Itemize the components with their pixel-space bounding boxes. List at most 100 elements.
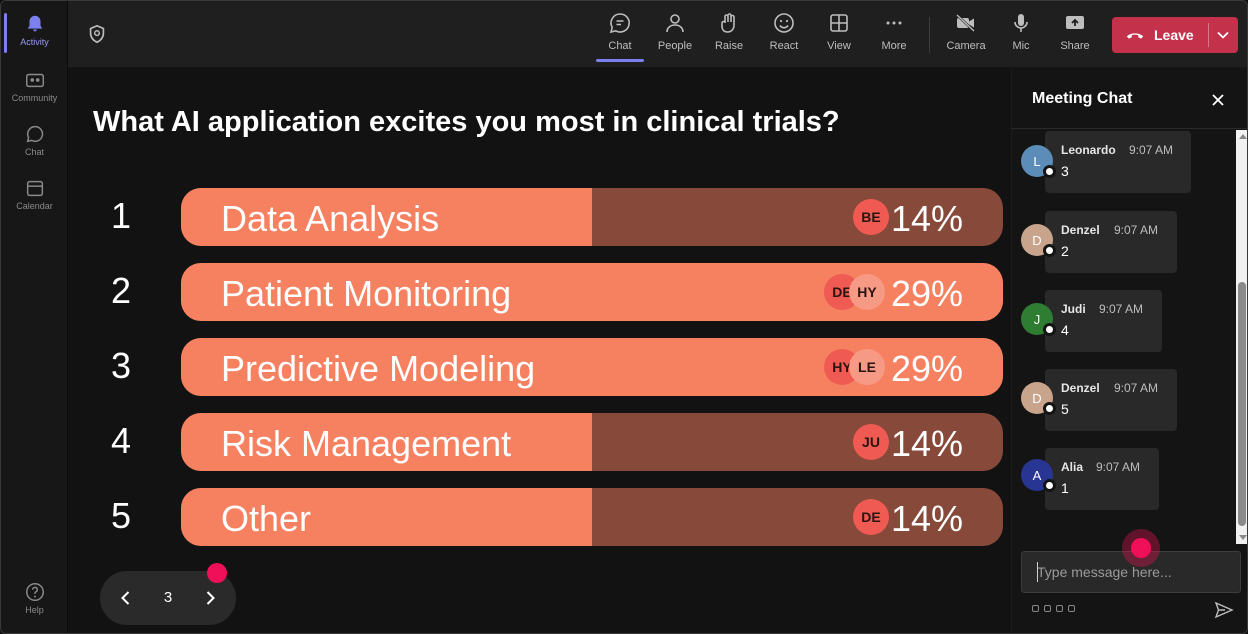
poll-option[interactable]: Data Analysis BE 14% (181, 188, 1003, 246)
react-button-label: React (769, 40, 799, 52)
avatar[interactable]: D (1021, 224, 1056, 257)
chevron-down-icon[interactable] (1213, 25, 1233, 45)
meeting-toolbar: Chat People Raise React View More Camera (68, 1, 1247, 68)
community-icon (25, 73, 44, 88)
chat-message: Alia 9:07 AM 1 (1045, 448, 1159, 510)
presence-status (1043, 402, 1056, 415)
chat-panel-title: Meeting Chat (1032, 90, 1133, 107)
share-button[interactable]: Share (1049, 11, 1101, 61)
chat-icon (26, 125, 43, 143)
camera-button[interactable]: Camera (940, 11, 992, 61)
rail-item-calendar[interactable]: Calendar (1, 171, 68, 225)
avatar[interactable]: D (1021, 382, 1056, 415)
scroll-down-arrow[interactable] (1239, 535, 1247, 540)
chat-icon (609, 13, 630, 34)
scroll-up-arrow[interactable] (1239, 134, 1247, 139)
poll-option[interactable]: Other DE 14% (181, 488, 1003, 546)
mic-button[interactable]: Mic (995, 11, 1047, 61)
presence-status (1043, 244, 1056, 257)
rail-item-chat[interactable]: Chat (1, 117, 68, 171)
message-time: 9:07 AM (1114, 223, 1159, 237)
message-time: 9:07 AM (1099, 302, 1144, 316)
format-icon[interactable] (1032, 605, 1039, 612)
people-button-label: People (657, 40, 693, 52)
option-label: Other (221, 498, 312, 539)
shield-icon[interactable] (86, 23, 108, 45)
option-fill-bar (181, 188, 592, 246)
option-percent: 14% (890, 423, 963, 464)
rail-label: Community (11, 93, 58, 103)
message-text: 2 (1061, 243, 1069, 259)
raise-hand-button[interactable]: Raise (703, 11, 755, 61)
rail-item-activity[interactable]: Activity (1, 7, 68, 61)
text-caret (1037, 562, 1038, 582)
more-button-label: More (881, 40, 907, 52)
option-number: 2 (110, 270, 132, 311)
option-number: 1 (110, 195, 132, 236)
poll-question: What AI application excites you most in … (93, 106, 840, 138)
avatar[interactable]: L (1021, 145, 1056, 178)
click-marker (1122, 529, 1160, 567)
leave-button[interactable]: Leave (1112, 17, 1238, 53)
presence-status (1043, 479, 1056, 492)
option-number: 5 (110, 495, 132, 536)
voter-avatar: DE (853, 499, 889, 535)
raise-button-label: Raise (714, 40, 744, 52)
calendar-icon (26, 180, 43, 197)
scrollbar-thumb[interactable] (1238, 282, 1246, 526)
toolbar-divider (929, 17, 930, 53)
option-label: Patient Monitoring (221, 273, 512, 314)
avatar-initial: D (1032, 390, 1042, 406)
attach-icon[interactable] (1044, 605, 1051, 612)
option-percent: 14% (890, 198, 963, 239)
people-button[interactable]: People (649, 11, 701, 61)
mic-icon (1014, 14, 1028, 32)
chevron-right-icon[interactable] (198, 586, 222, 610)
poll-option[interactable]: Predictive Modeling HY LE 29% (181, 338, 1003, 396)
poll-option[interactable]: Risk Management JU 14% (181, 413, 1003, 471)
avatar[interactable]: A (1021, 459, 1056, 492)
message-text: 1 (1061, 480, 1069, 496)
hand-icon (721, 13, 735, 33)
rail-item-help[interactable]: Help (1, 575, 68, 629)
emoji-icon[interactable] (1056, 605, 1063, 612)
more-icon (886, 21, 902, 25)
view-button[interactable]: View (813, 11, 865, 61)
rail-label: Calendar (16, 201, 53, 211)
app-rail: Activity Community Chat Calendar Help (1, 1, 68, 633)
rail-label: Chat (24, 147, 44, 157)
avatar[interactable]: J (1021, 303, 1056, 336)
chat-message-input[interactable] (1021, 551, 1241, 593)
presence-status (1043, 165, 1056, 178)
react-button[interactable]: React (758, 11, 810, 61)
poll-option[interactable]: Patient Monitoring DE HY 29% (181, 263, 1003, 321)
close-icon[interactable] (1208, 90, 1228, 110)
message-text: 3 (1061, 163, 1069, 179)
view-button-label: View (827, 40, 851, 52)
chat-scrollbar[interactable] (1236, 130, 1247, 544)
click-marker (207, 563, 227, 583)
share-button-label: Share (1060, 40, 1090, 52)
rail-item-community[interactable]: Community (1, 63, 68, 117)
chat-button[interactable]: Chat (594, 11, 646, 62)
option-fill-bar (181, 488, 592, 546)
message-author: Judi (1061, 302, 1086, 316)
phone-hangup-icon (1126, 33, 1144, 39)
option-percent: 29% (890, 273, 963, 314)
send-icon[interactable] (1214, 600, 1234, 620)
people-icon (666, 14, 684, 33)
page-number: 3 (163, 589, 173, 606)
option-number: 3 (110, 345, 132, 386)
message-author: Leonardo (1061, 143, 1116, 157)
option-label: Risk Management (221, 423, 512, 464)
voter-avatar: JU (853, 424, 889, 460)
chat-button-label: Chat (608, 40, 632, 52)
gif-icon[interactable] (1068, 605, 1075, 612)
chat-message: Denzel 9:07 AM 2 (1045, 211, 1177, 273)
option-percent: 14% (890, 498, 963, 539)
message-author: Alia (1061, 460, 1084, 474)
more-button[interactable]: More (868, 11, 920, 61)
message-time: 9:07 AM (1129, 143, 1174, 157)
chevron-left-icon[interactable] (114, 586, 138, 610)
